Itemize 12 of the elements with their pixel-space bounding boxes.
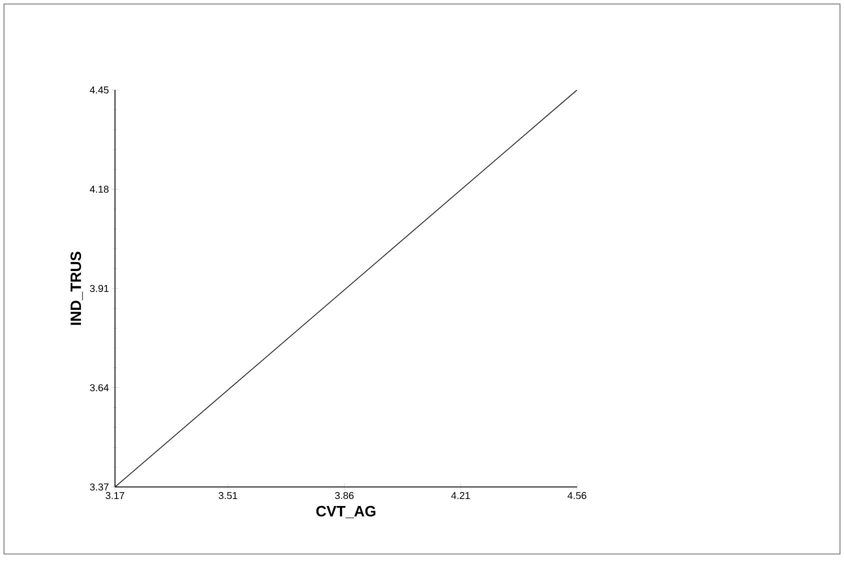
x-tick-label: 3.51: [218, 492, 238, 500]
x-axis-title: CVT_AG: [316, 506, 376, 518]
y-tick-label: 3.64: [90, 384, 109, 392]
y-tick-label: 4.45: [90, 86, 109, 94]
y-tick-label: 3.37: [90, 483, 109, 491]
y-axis-title: IND_TRUS: [70, 252, 83, 325]
x-tick-label: 4.21: [451, 492, 470, 499]
y-tick-label: 4.18: [90, 186, 109, 193]
x-tick-label: 3.17: [106, 492, 124, 500]
x-tick-label: 4.56: [568, 492, 586, 500]
x-tick-label: 3.86: [335, 492, 354, 500]
y-tick-label: 3.91: [90, 284, 109, 292]
